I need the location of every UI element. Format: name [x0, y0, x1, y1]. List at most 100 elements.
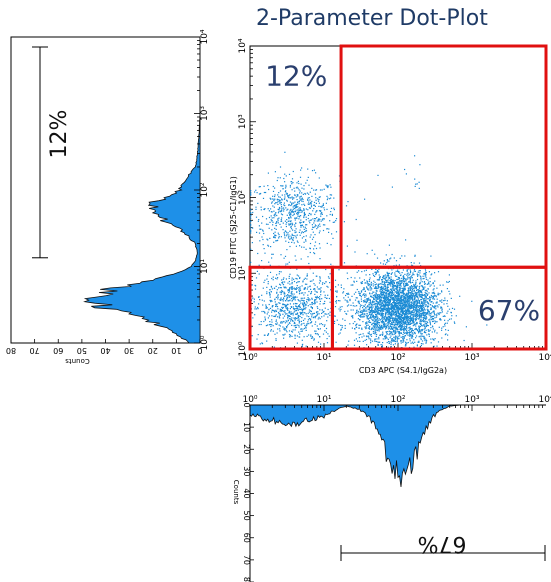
data-point	[398, 297, 400, 299]
data-point	[371, 324, 373, 326]
data-point	[326, 313, 328, 315]
data-point	[301, 187, 303, 189]
data-point	[409, 298, 411, 300]
data-point	[292, 238, 294, 240]
data-point	[267, 244, 269, 246]
data-point	[392, 304, 394, 306]
data-point	[303, 208, 305, 210]
data-point	[303, 236, 305, 238]
data-point	[392, 317, 394, 319]
data-point	[301, 224, 303, 227]
data-point	[432, 328, 434, 330]
data-point	[268, 315, 270, 317]
data-point	[343, 262, 346, 264]
data-point	[390, 328, 392, 330]
data-point	[415, 294, 417, 296]
data-point	[389, 332, 391, 335]
data-point	[398, 289, 401, 291]
data-point	[364, 301, 366, 303]
data-point	[293, 211, 295, 213]
data-point	[314, 224, 316, 226]
data-point	[382, 333, 384, 335]
data-point	[340, 308, 342, 310]
data-point	[359, 310, 361, 312]
data-point	[413, 323, 415, 325]
data-point	[420, 314, 422, 316]
data-point	[315, 211, 317, 213]
data-point	[410, 276, 412, 278]
data-point	[398, 315, 400, 317]
data-point	[396, 307, 399, 309]
data-point	[287, 220, 289, 222]
data-point	[374, 281, 376, 284]
data-point	[302, 303, 304, 305]
y-tick-label: 10³	[200, 106, 210, 121]
data-point	[368, 302, 370, 304]
data-point	[396, 302, 398, 304]
data-point	[405, 296, 407, 299]
data-point	[445, 333, 447, 335]
data-point	[431, 331, 433, 333]
data-point	[394, 337, 396, 339]
data-point	[382, 331, 384, 333]
data-point	[305, 248, 307, 250]
data-point	[427, 306, 429, 308]
data-point	[391, 307, 393, 309]
data-point	[322, 311, 324, 313]
data-point	[268, 324, 270, 326]
data-point	[282, 284, 284, 286]
data-point	[399, 328, 401, 330]
data-point	[311, 314, 313, 316]
data-point	[454, 322, 456, 324]
data-point	[250, 215, 252, 217]
range-marker-percent: 12%	[47, 110, 72, 159]
data-point	[386, 284, 388, 286]
data-point	[383, 318, 385, 320]
data-point	[283, 198, 285, 200]
data-point	[293, 322, 295, 325]
data-point	[420, 318, 422, 320]
data-point	[423, 337, 425, 339]
data-point	[293, 296, 295, 298]
data-point	[384, 291, 386, 293]
data-point	[282, 326, 284, 328]
data-point	[369, 304, 371, 306]
data-point	[296, 296, 298, 298]
data-point	[410, 336, 412, 338]
data-point	[412, 342, 414, 344]
data-point	[388, 312, 391, 314]
data-point	[283, 277, 285, 279]
data-point	[410, 314, 412, 316]
data-point	[406, 284, 408, 287]
data-point	[359, 306, 361, 308]
data-point	[397, 297, 399, 300]
data-point	[277, 203, 279, 205]
data-point	[385, 309, 387, 311]
data-point	[304, 231, 306, 233]
data-point	[382, 299, 384, 302]
data-point	[369, 325, 371, 328]
data-point	[316, 325, 318, 327]
data-point	[301, 204, 303, 206]
data-point	[330, 186, 332, 188]
data-point	[370, 317, 372, 319]
data-point	[418, 336, 420, 338]
data-point	[297, 206, 299, 208]
data-point	[376, 287, 378, 290]
data-point	[284, 328, 287, 330]
data-point	[365, 293, 367, 295]
data-point	[308, 318, 310, 320]
data-point	[410, 342, 412, 344]
data-point	[280, 287, 282, 289]
data-point	[318, 199, 320, 201]
data-point	[310, 203, 312, 205]
data-point	[304, 204, 306, 206]
data-point	[391, 313, 393, 315]
data-point	[335, 231, 338, 233]
data-point	[379, 299, 381, 302]
data-point	[318, 218, 320, 220]
data-point	[407, 304, 409, 306]
data-point	[303, 288, 305, 290]
data-point	[387, 279, 389, 281]
data-point	[360, 296, 362, 298]
